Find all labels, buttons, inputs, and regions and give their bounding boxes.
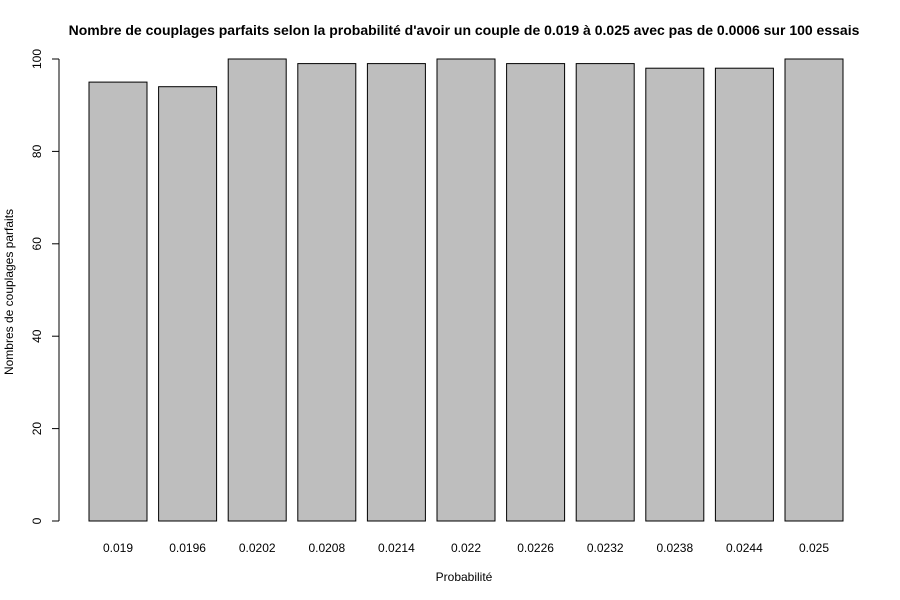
x-tick-label: 0.0202: [239, 541, 276, 555]
y-tick-label: 60: [30, 237, 44, 251]
x-tick-label: 0.022: [451, 541, 481, 555]
bar: [436, 58, 496, 522]
y-axis: 0 20 40 60 80 100: [30, 49, 60, 524]
y-tick-label: 20: [30, 422, 44, 436]
x-axis-label: Probabilité: [436, 570, 493, 584]
x-tick-label: 0.0238: [656, 541, 693, 555]
y-axis-label: Nombres de couplages parfaits: [2, 209, 16, 375]
x-tick-label: 0.0244: [726, 541, 763, 555]
x-tick-labels: 0.019 0.0196 0.0202 0.0208 0.0214 0.022 0.0226…: [103, 541, 829, 555]
x-tick-label: 0.025: [799, 541, 829, 555]
x-tick-label: 0.0226: [517, 541, 554, 555]
bar: [714, 67, 774, 522]
x-tick-label: 0.0208: [308, 541, 345, 555]
bar: [88, 81, 148, 522]
y-tick-label: 100: [30, 49, 44, 69]
y-tick-label: 40: [30, 329, 44, 343]
y-tick-label: 0: [30, 517, 44, 524]
bar: [784, 58, 844, 522]
chart-title: Nombre de couplages parfaits selon la pr…: [69, 22, 860, 38]
bars-group: [88, 58, 844, 522]
bar: [645, 67, 705, 522]
bar: [506, 63, 566, 522]
x-tick-label: 0.0232: [587, 541, 624, 555]
bar: [227, 58, 287, 522]
bar: [297, 63, 357, 522]
x-tick-label: 0.0196: [169, 541, 206, 555]
bar: [575, 63, 635, 522]
bar: [158, 86, 218, 522]
y-tick-label: 80: [30, 144, 44, 158]
x-tick-label: 0.0214: [378, 541, 415, 555]
bar: [366, 63, 426, 522]
x-tick-label: 0.019: [103, 541, 133, 555]
